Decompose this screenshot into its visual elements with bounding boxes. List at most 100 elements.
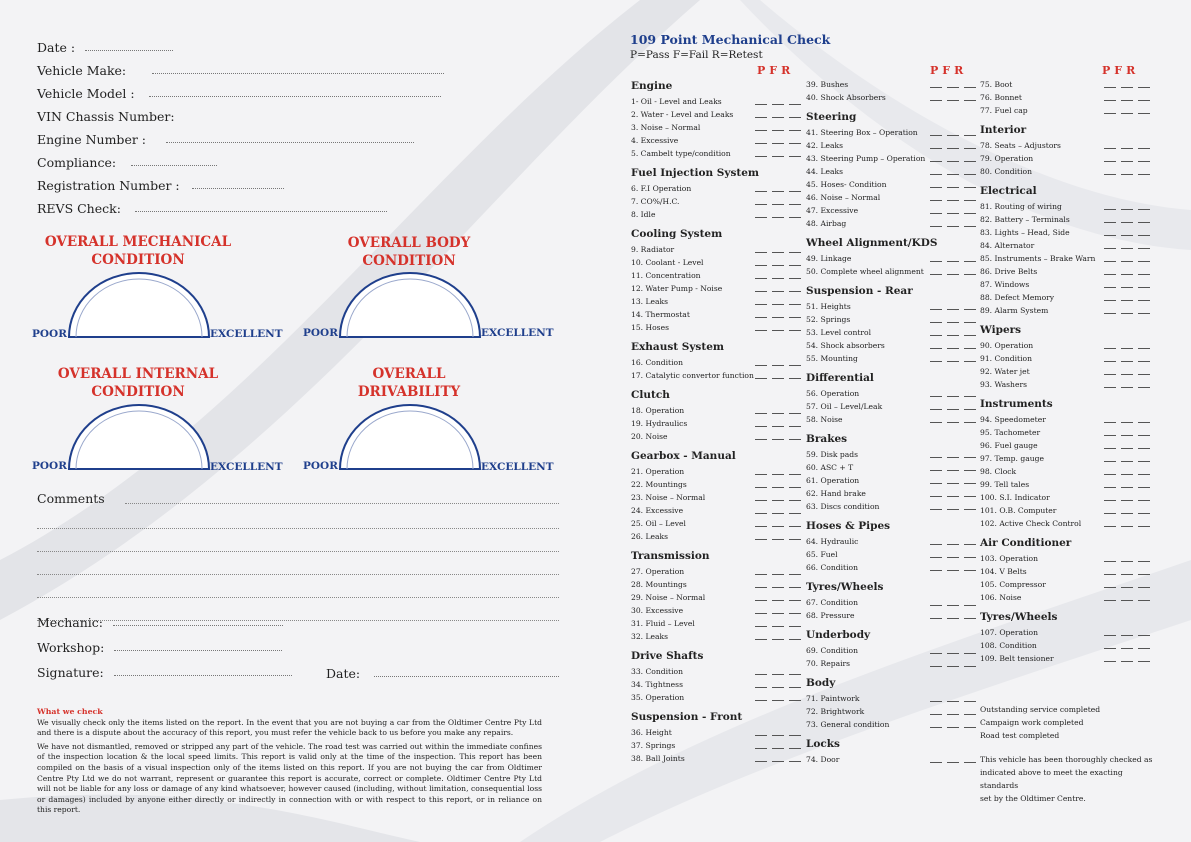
checklist-item[interactable]: 6. F.I Operation	[631, 182, 801, 195]
pfr-blanks[interactable]	[930, 570, 976, 571]
checklist-item[interactable]: 84. Alternator	[980, 239, 1150, 252]
checklist-item[interactable]: 3. Noise – Normal	[631, 121, 801, 134]
pfr-blanks[interactable]	[1104, 587, 1150, 588]
pfr-blanks[interactable]	[1104, 235, 1150, 236]
checklist-item[interactable]: 109. Belt tensioner	[980, 652, 1150, 665]
pfr-blanks[interactable]	[930, 422, 976, 423]
pfr-blanks[interactable]	[755, 439, 801, 440]
pfr-blanks[interactable]	[1104, 513, 1150, 514]
pfr-blanks[interactable]	[930, 509, 976, 510]
checklist-item[interactable]: 75. Boot	[980, 78, 1150, 91]
checklist-item[interactable]: 44. Leaks	[806, 165, 976, 178]
checklist-item[interactable]: 12. Water Pump - Noise	[631, 282, 801, 295]
checklist-item[interactable]: 108. Condition	[980, 639, 1150, 652]
checklist-item[interactable]: 74. Door	[806, 753, 976, 766]
pfr-blanks[interactable]	[930, 148, 976, 149]
checklist-item[interactable]: 87. Windows	[980, 278, 1150, 291]
checklist-item[interactable]: 67. Condition	[806, 596, 976, 609]
pfr-blanks[interactable]	[930, 161, 976, 162]
checklist-item[interactable]: 71. Paintwork	[806, 692, 976, 705]
pfr-blanks[interactable]	[1104, 387, 1150, 388]
checklist-item[interactable]: 9. Radiator	[631, 243, 801, 256]
pfr-blanks[interactable]	[755, 500, 801, 501]
pfr-blanks[interactable]	[755, 626, 801, 627]
checklist-item[interactable]: 37. Springs	[631, 739, 801, 752]
pfr-blanks[interactable]	[930, 457, 976, 458]
pfr-blanks[interactable]	[755, 130, 801, 131]
checklist-item[interactable]: 78. Seats – Adjustors	[980, 139, 1150, 152]
pfr-blanks[interactable]	[755, 156, 801, 157]
checklist-item[interactable]: 73. General condition	[806, 718, 976, 731]
checklist-item[interactable]: 52. Springs	[806, 313, 976, 326]
pfr-blanks[interactable]	[755, 413, 801, 414]
checklist-item[interactable]: 1- Oil - Level and Leaks	[631, 95, 801, 108]
checklist-item[interactable]: 63. Discs condition	[806, 500, 976, 513]
pfr-blanks[interactable]	[930, 618, 976, 619]
checklist-item[interactable]: 18. Operation	[631, 404, 801, 417]
pfr-blanks[interactable]	[755, 217, 801, 218]
pfr-blanks[interactable]	[930, 309, 976, 310]
checklist-item[interactable]: 70. Repairs	[806, 657, 976, 670]
checklist-item[interactable]: 11. Concentration	[631, 269, 801, 282]
pfr-blanks[interactable]	[755, 639, 801, 640]
pfr-blanks[interactable]	[930, 213, 976, 214]
pfr-blanks[interactable]	[1104, 648, 1150, 649]
pfr-blanks[interactable]	[930, 409, 976, 410]
pfr-blanks[interactable]	[930, 100, 976, 101]
signature-field[interactable]: Signature:	[37, 665, 292, 680]
checklist-item[interactable]: 8. Idle	[631, 208, 801, 221]
checklist-item[interactable]: 76. Bonnet	[980, 91, 1150, 104]
pfr-blanks[interactable]	[1104, 435, 1150, 436]
vin-field[interactable]: VIN Chassis Number:	[37, 101, 562, 124]
pfr-blanks[interactable]	[1104, 348, 1150, 349]
checklist-item[interactable]: 54. Shock absorbers	[806, 339, 976, 352]
checklist-item[interactable]: 51. Heights	[806, 300, 976, 313]
pfr-blanks[interactable]	[1104, 448, 1150, 449]
gauge-dial[interactable]	[66, 271, 212, 339]
checklist-item[interactable]: 19. Hydraulics	[631, 417, 801, 430]
pfr-blanks[interactable]	[930, 653, 976, 654]
checklist-item[interactable]: 36. Height	[631, 726, 801, 739]
pfr-blanks[interactable]	[1104, 461, 1150, 462]
pfr-blanks[interactable]	[755, 278, 801, 279]
pfr-blanks[interactable]	[1104, 148, 1150, 149]
checklist-item[interactable]: 58. Noise	[806, 413, 976, 426]
pfr-blanks[interactable]	[1104, 87, 1150, 88]
pfr-blanks[interactable]	[755, 304, 801, 305]
pfr-blanks[interactable]	[930, 274, 976, 275]
checklist-item[interactable]: 62. Hand brake	[806, 487, 976, 500]
pfr-blanks[interactable]	[930, 261, 976, 262]
checklist-item[interactable]: 80. Condition	[980, 165, 1150, 178]
comment-line[interactable]	[37, 598, 559, 621]
pfr-blanks[interactable]	[755, 204, 801, 205]
gauge-dial[interactable]	[66, 403, 212, 471]
pfr-blanks[interactable]	[755, 674, 801, 675]
vehicle-make-field[interactable]: Vehicle Make:	[37, 55, 562, 78]
pfr-blanks[interactable]	[755, 735, 801, 736]
checklist-item[interactable]: 95. Tachometer	[980, 426, 1150, 439]
registration-field[interactable]: Registration Number :	[37, 170, 562, 193]
checklist-item[interactable]: 96. Fuel gauge	[980, 439, 1150, 452]
pfr-blanks[interactable]	[930, 605, 976, 606]
checklist-item[interactable]: 56. Operation	[806, 387, 976, 400]
checklist-item[interactable]: 106. Noise	[980, 591, 1150, 604]
pfr-blanks[interactable]	[930, 174, 976, 175]
checklist-item[interactable]: 35. Operation	[631, 691, 801, 704]
checklist-item[interactable]: 101. O.B. Computer	[980, 504, 1150, 517]
pfr-blanks[interactable]	[930, 87, 976, 88]
pfr-blanks[interactable]	[1104, 113, 1150, 114]
checklist-item[interactable]: 79. Operation	[980, 152, 1150, 165]
checklist-item[interactable]: 14. Thermostat	[631, 308, 801, 321]
checklist-item[interactable]: 57. Oil – Level/Leak	[806, 400, 976, 413]
pfr-blanks[interactable]	[755, 526, 801, 527]
pfr-blanks[interactable]	[930, 335, 976, 336]
pfr-blanks[interactable]	[930, 226, 976, 227]
signature-date-field[interactable]: Date:	[326, 666, 560, 681]
checklist-item[interactable]: 27. Operation	[631, 565, 801, 578]
pfr-blanks[interactable]	[1104, 422, 1150, 423]
pfr-blanks[interactable]	[755, 265, 801, 266]
pfr-blanks[interactable]	[755, 252, 801, 253]
checklist-item[interactable]: 83. Lights – Head, Side	[980, 226, 1150, 239]
checklist-item[interactable]: 81. Routing of wiring	[980, 200, 1150, 213]
pfr-blanks[interactable]	[755, 613, 801, 614]
